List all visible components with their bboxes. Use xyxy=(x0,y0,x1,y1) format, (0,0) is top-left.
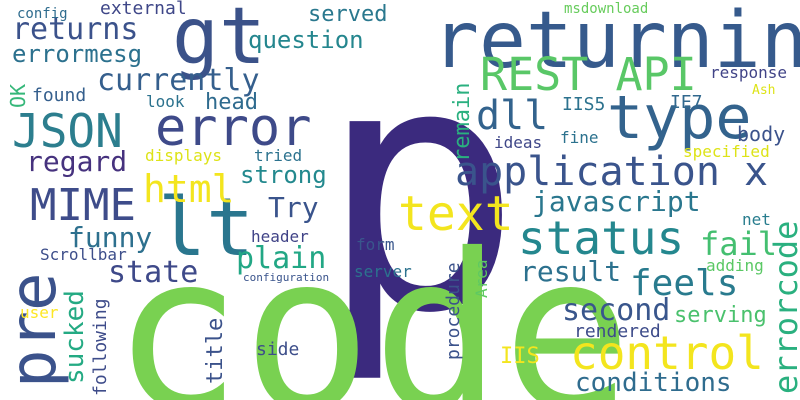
word-displays: displays xyxy=(145,146,223,165)
word-result: result xyxy=(520,255,622,288)
word-code: code xyxy=(112,208,633,400)
word-json: JSON xyxy=(12,104,123,158)
word-fail: fail xyxy=(700,225,778,263)
word-ideas: ideas xyxy=(494,133,543,152)
word-html: html xyxy=(143,167,235,211)
word-remain: remain xyxy=(450,82,475,162)
word-iis5: IIS5 xyxy=(562,94,606,115)
word-config: config xyxy=(17,6,68,22)
word-found: found xyxy=(32,85,87,106)
word-text: text xyxy=(398,186,514,242)
word-state: state xyxy=(108,255,199,290)
word-served: served xyxy=(308,2,388,27)
word-regard: regard xyxy=(26,145,128,178)
word-question: question xyxy=(248,26,364,54)
word-following: following xyxy=(90,298,111,396)
word-net: net xyxy=(742,210,771,229)
word-side: side xyxy=(256,339,300,360)
word-returns: returns xyxy=(12,12,139,47)
word-pre: pre xyxy=(0,272,71,388)
word-external: external xyxy=(100,0,187,19)
word-sucked: sucked xyxy=(60,290,90,384)
word-errormesg: errormesg xyxy=(12,40,143,68)
word-form: form xyxy=(356,235,395,254)
word-ie7: IE7 xyxy=(670,92,703,113)
word-rest-api: REST API xyxy=(480,48,697,101)
word-type: type xyxy=(607,83,752,153)
word-strong: strong xyxy=(240,161,327,189)
word-iis: IIS xyxy=(500,344,540,369)
word-control: control xyxy=(570,326,764,380)
word-response: response xyxy=(710,63,788,82)
word-area: Area xyxy=(472,259,491,298)
word-application-x: application x xyxy=(455,149,769,195)
word-plain: plain xyxy=(236,241,327,276)
word-rendered: rendered xyxy=(574,321,661,342)
word-server: server xyxy=(354,262,412,281)
word-specified: specified xyxy=(683,142,770,161)
word-try: Try xyxy=(268,191,319,224)
word-head: head xyxy=(205,90,258,115)
word-procedure: procedure xyxy=(443,262,464,360)
word-configuration: configuration xyxy=(243,271,330,284)
word-conditions: conditions xyxy=(575,368,732,398)
word-feels: feels xyxy=(630,263,739,304)
word-p: p xyxy=(318,0,523,388)
word-dll: dll xyxy=(476,93,549,139)
word-error: error xyxy=(155,98,312,158)
word-status: status xyxy=(518,211,685,265)
word-adding: adding xyxy=(706,256,764,275)
word-fine: fine xyxy=(560,128,599,147)
word-ok: OK xyxy=(6,83,30,108)
word-title: title xyxy=(203,317,228,384)
word-second: second xyxy=(562,293,671,328)
word-tried: tried xyxy=(254,146,303,165)
word-funny: funny xyxy=(68,221,153,254)
word-lt: lt xyxy=(158,181,255,274)
word-gt: gt xyxy=(172,0,266,82)
word-look: look xyxy=(146,92,185,111)
word-msdownload: msdownload xyxy=(564,1,649,17)
word-body: body xyxy=(737,122,786,146)
word-serving: serving xyxy=(674,303,767,328)
word-scrollbar: Scrollbar xyxy=(40,245,127,264)
word-javascript: javascript xyxy=(532,185,701,218)
word-currently: currently xyxy=(97,63,260,98)
word-header: header xyxy=(251,227,309,246)
word-ash: Ash xyxy=(752,83,776,98)
word-user: user xyxy=(20,303,59,322)
word-mime: MIME xyxy=(30,180,136,231)
